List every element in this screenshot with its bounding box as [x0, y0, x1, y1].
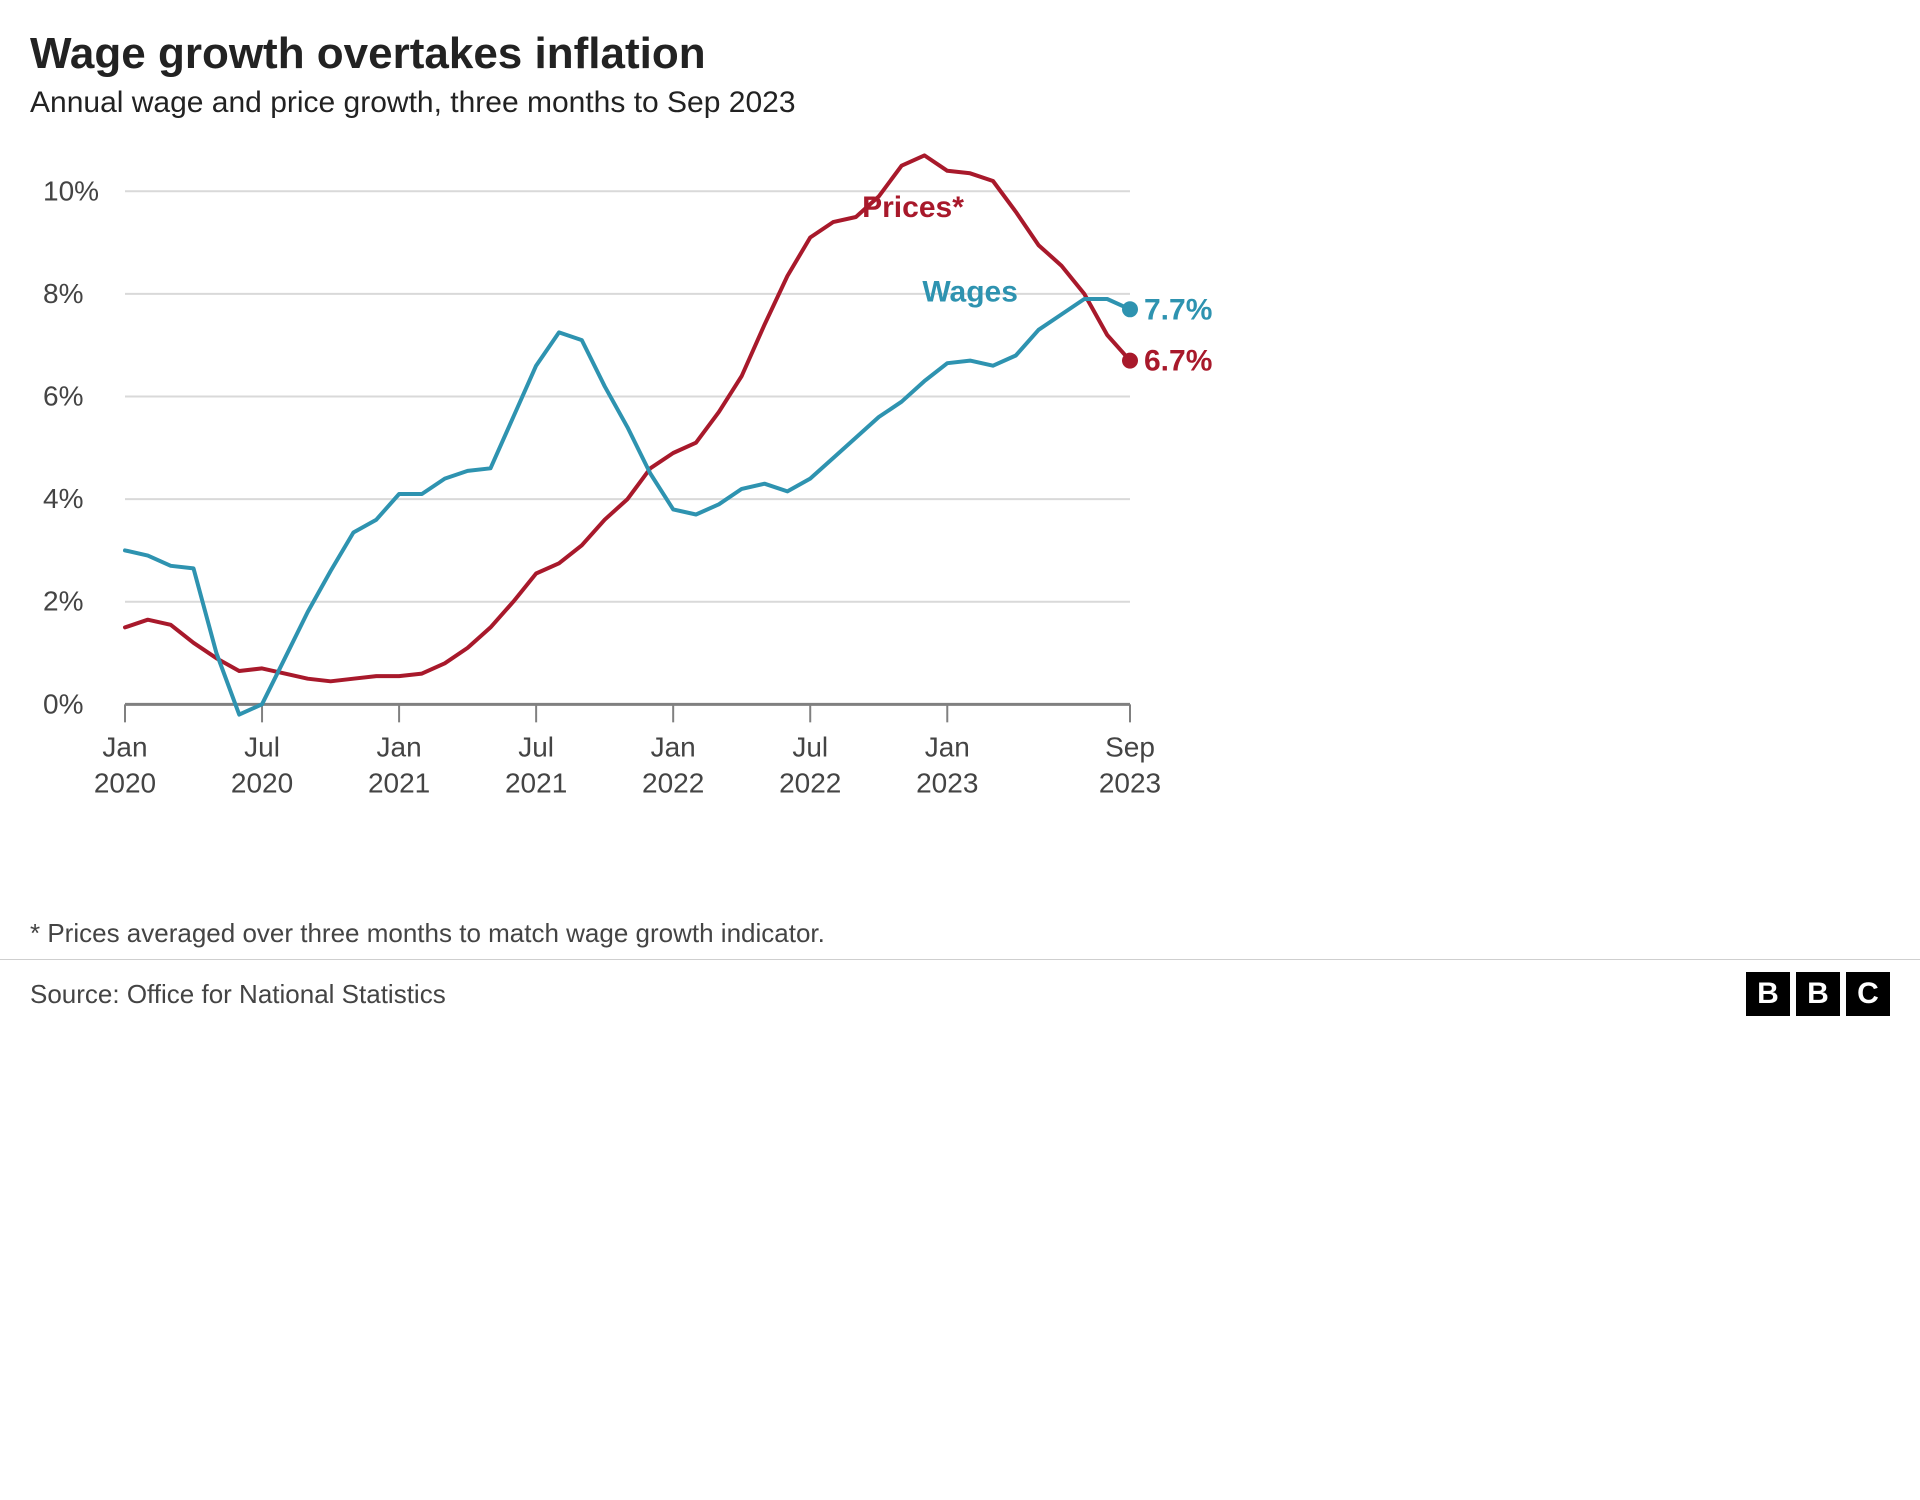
y-axis-label: 8%: [43, 278, 83, 309]
series-line: [125, 299, 1130, 715]
x-axis-label: 2021: [505, 768, 567, 799]
series-label: Wages: [922, 276, 1018, 309]
y-axis-label: 6%: [43, 381, 83, 412]
x-axis-label: Jan: [102, 732, 147, 763]
end-marker: [1122, 353, 1138, 369]
bbc-logo-block: B: [1796, 972, 1840, 1016]
bbc-logo-block: B: [1746, 972, 1790, 1016]
line-chart: 0% 2% 4% 6% 8% 10% Jan 2020 Jul 2020 Jan 2021 Jul 202…: [30, 130, 1250, 900]
end-value-label: 6.7%: [1144, 345, 1212, 378]
x-axis-label: Jul: [244, 732, 280, 763]
y-axis-label: 2%: [43, 586, 83, 617]
series-label: Prices*: [862, 191, 964, 224]
y-axis-label: 10%: [43, 176, 99, 207]
x-axis-label: Jul: [792, 732, 828, 763]
chart-card: Wage growth overtakes inflation Annual w…: [0, 0, 1280, 949]
x-axis-label: 2023: [916, 768, 978, 799]
y-axis-label: 0%: [43, 689, 83, 720]
chart-svg: 0% 2% 4% 6% 8% 10% Jan 2020 Jul 2020 Jan 2021 Jul 202…: [30, 130, 1250, 900]
x-axis-label: 2022: [779, 768, 841, 799]
x-axis-label: Sep: [1105, 732, 1155, 763]
end-marker: [1122, 302, 1138, 318]
bbc-logo: B B C: [1746, 972, 1890, 1016]
bbc-logo-block: C: [1846, 972, 1890, 1016]
x-axis-label: 2020: [231, 768, 293, 799]
chart-footnote: * Prices averaged over three months to m…: [30, 918, 1250, 949]
chart-footer: Source: Office for National Statistics B…: [0, 959, 1920, 1030]
x-axis-label: 2020: [94, 768, 156, 799]
x-axis-label: 2023: [1099, 768, 1161, 799]
x-axis-label: 2022: [642, 768, 704, 799]
x-axis-label: Jan: [377, 732, 422, 763]
chart-subtitle: Annual wage and price growth, three mont…: [30, 86, 1250, 120]
x-axis-label: Jul: [518, 732, 554, 763]
x-axis-label: 2021: [368, 768, 430, 799]
x-axis-label: Jan: [925, 732, 970, 763]
chart-source: Source: Office for National Statistics: [30, 979, 446, 1010]
x-axis-label: Jan: [651, 732, 696, 763]
end-value-label: 7.7%: [1144, 294, 1212, 327]
y-axis-label: 4%: [43, 484, 83, 515]
chart-title: Wage growth overtakes inflation: [30, 30, 1250, 78]
